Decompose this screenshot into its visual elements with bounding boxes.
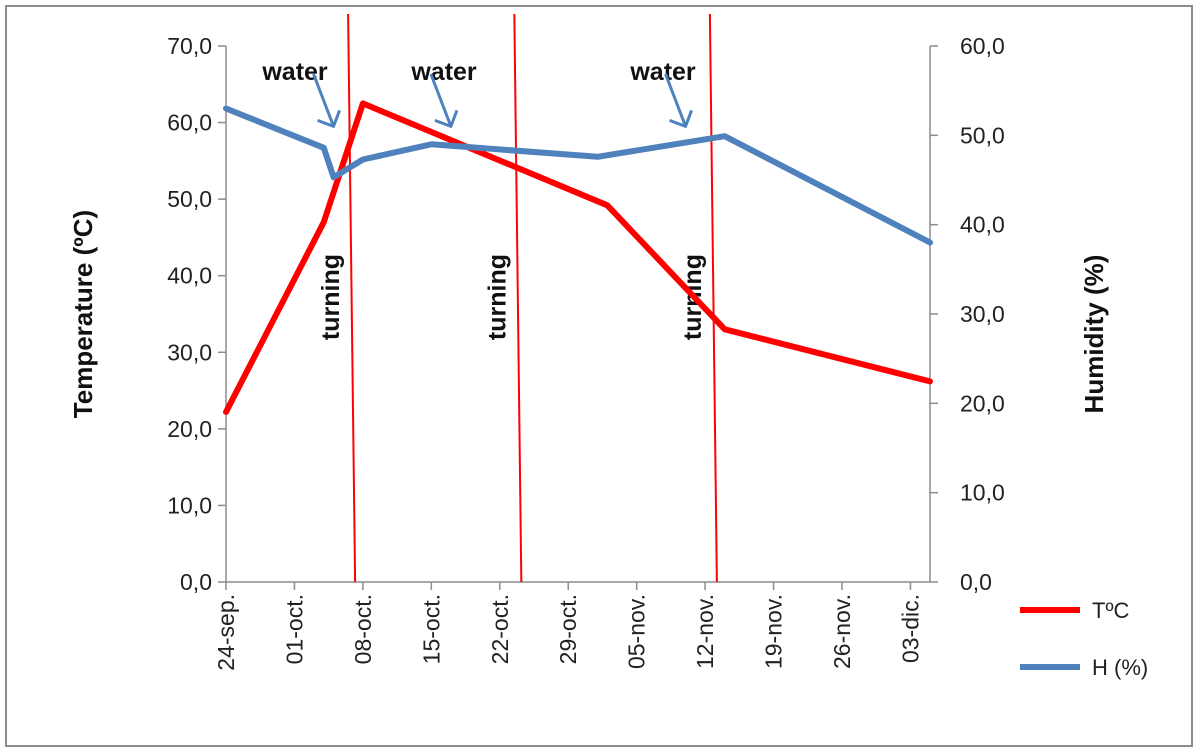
- left-tick-label: 70,0: [167, 33, 212, 59]
- water-arrowhead: [434, 109, 459, 128]
- water-arrowhead: [317, 109, 341, 128]
- left-tick-label: 20,0: [167, 416, 212, 442]
- x-tick-label: 26-nov.: [829, 594, 855, 669]
- water-arrow: [429, 73, 453, 127]
- legend-label-temperature: TºC: [1092, 598, 1129, 623]
- left-tick-label: 60,0: [167, 110, 212, 136]
- water-label: water: [410, 58, 477, 86]
- water-arrow: [312, 73, 335, 127]
- right-tick-label: 60,0: [960, 33, 1005, 59]
- x-tick-label: 15-oct.: [418, 594, 444, 664]
- series-line-humidity: [223, 105, 933, 246]
- right-axis-title: Humidity (%): [1079, 255, 1109, 414]
- water-arrow: [664, 73, 687, 127]
- series-line-temperature: [223, 100, 933, 415]
- x-tick-label: 29-oct.: [555, 594, 581, 664]
- x-tick-label: 24-sep.: [213, 594, 239, 671]
- water-arrowhead: [669, 109, 693, 128]
- left-tick-label: 0,0: [180, 569, 212, 595]
- x-tick-label: 12-nov.: [692, 594, 718, 669]
- x-tick-label: 08-oct.: [350, 594, 376, 664]
- left-axis-title: Temperature (ºC): [68, 210, 98, 418]
- right-tick-label: 30,0: [960, 301, 1005, 327]
- water-label: water: [629, 58, 696, 86]
- right-tick-label: 10,0: [960, 480, 1005, 506]
- right-tick-label: 50,0: [960, 122, 1005, 148]
- left-tick-label: 50,0: [167, 186, 212, 212]
- chart-frame: [5, 5, 1193, 747]
- turning-line: [513, 13, 523, 583]
- right-tick-label: 0,0: [960, 569, 992, 595]
- turning-line: [347, 13, 357, 583]
- legend-label-humidity: H (%): [1092, 655, 1148, 680]
- left-tick-label: 10,0: [167, 492, 212, 518]
- left-tick-label: 40,0: [167, 263, 212, 289]
- left-tick-label: 30,0: [167, 339, 212, 365]
- turning-label: turning: [483, 254, 511, 340]
- turning-line: [708, 13, 718, 583]
- x-tick-label: 22-oct.: [487, 594, 513, 664]
- right-tick-label: 40,0: [960, 212, 1005, 238]
- turning-label: turning: [317, 254, 345, 340]
- right-tick-label: 20,0: [960, 390, 1005, 416]
- x-tick-label: 05-nov.: [624, 594, 650, 669]
- x-tick-label: 03-dic.: [897, 594, 923, 663]
- x-tick-label: 01-oct.: [281, 594, 307, 664]
- x-tick-label: 19-nov.: [761, 594, 787, 669]
